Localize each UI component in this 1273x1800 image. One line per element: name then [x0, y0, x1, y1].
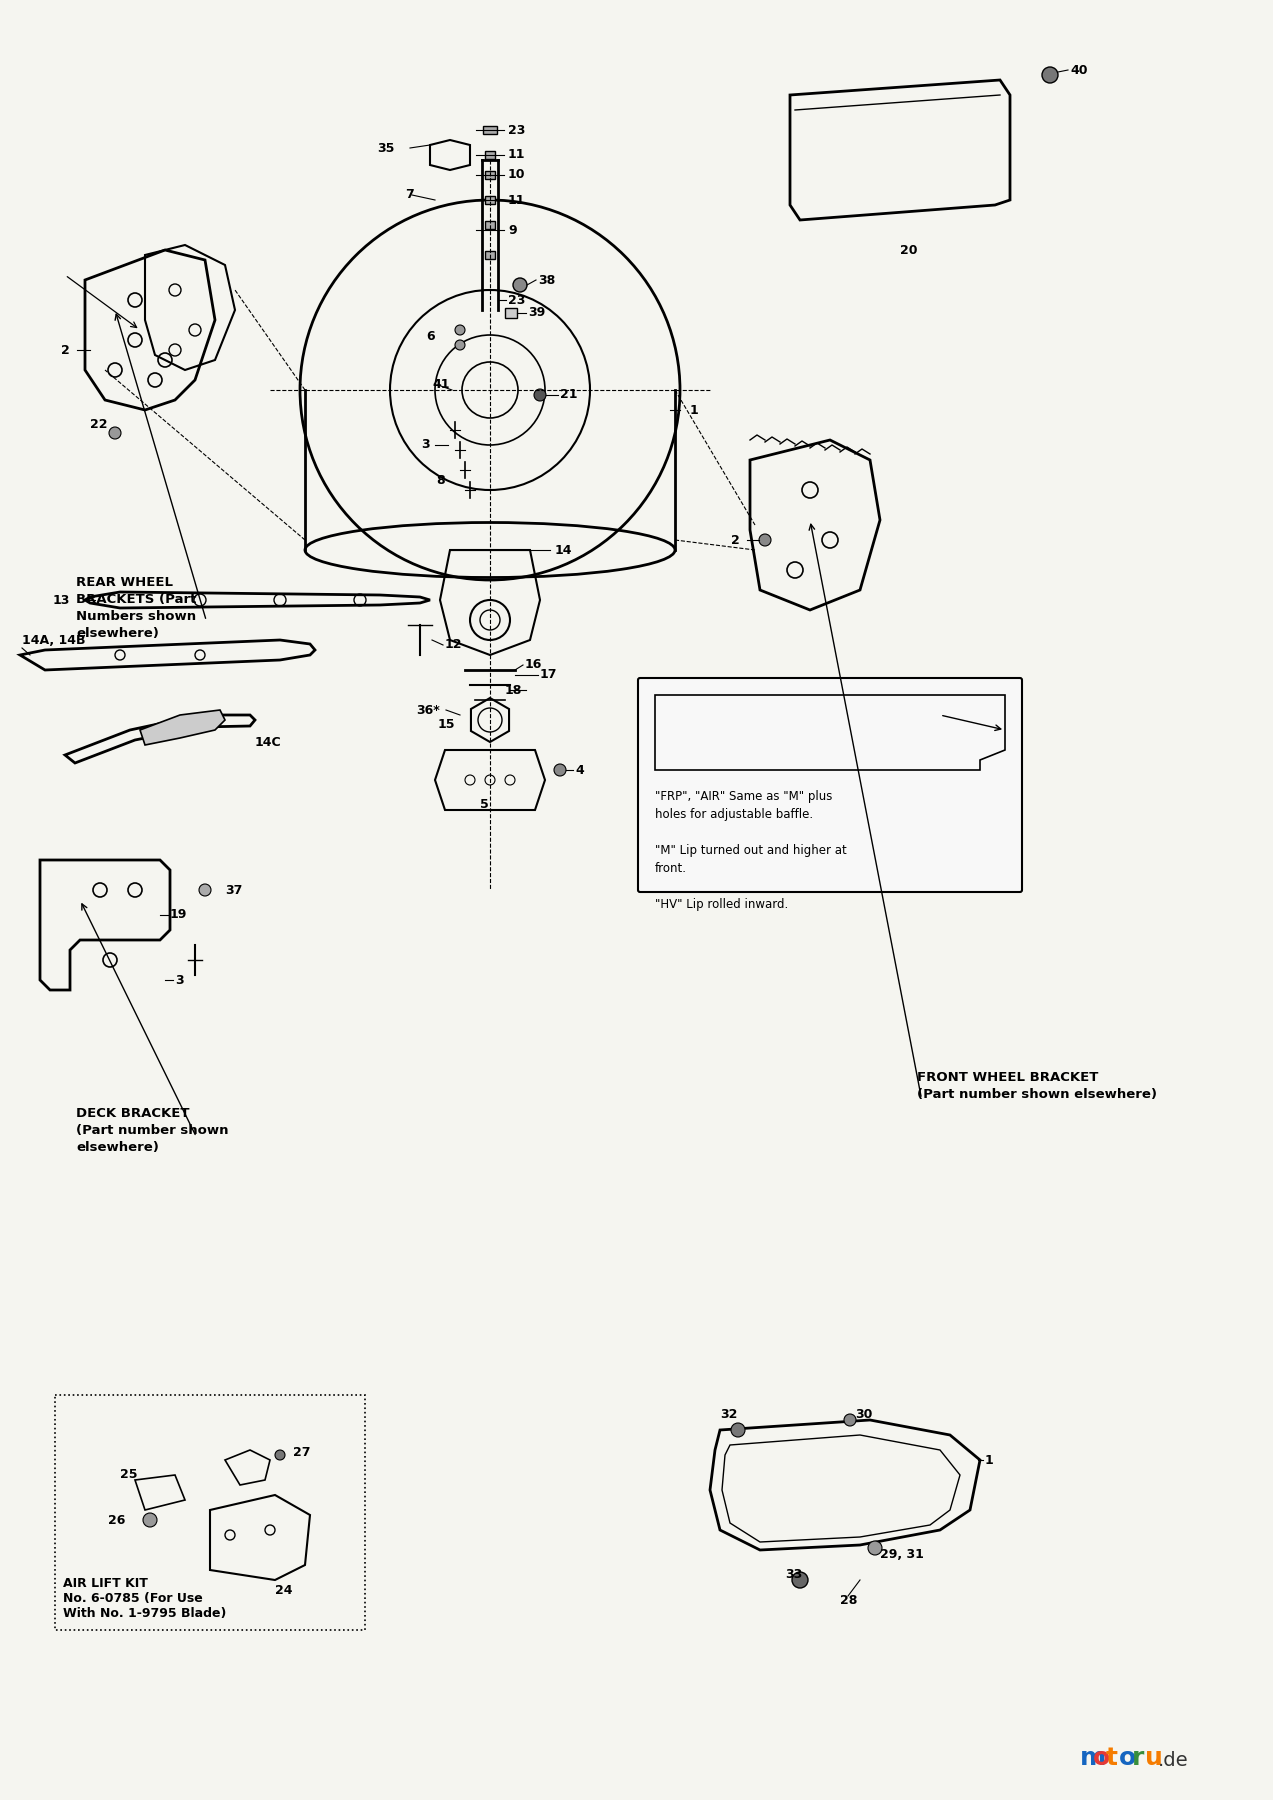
Text: 10: 10	[508, 169, 526, 182]
Text: 6: 6	[426, 331, 435, 344]
Text: 14C: 14C	[255, 736, 281, 749]
Bar	[485, 171, 495, 178]
Text: 15: 15	[438, 718, 454, 731]
Text: 13: 13	[52, 594, 70, 607]
Text: 3: 3	[421, 439, 430, 452]
Text: "M" Lip turned out and higher at: "M" Lip turned out and higher at	[656, 844, 847, 857]
Circle shape	[143, 1514, 157, 1526]
Text: 21: 21	[560, 389, 578, 401]
Text: r: r	[1132, 1746, 1144, 1769]
Text: 11: 11	[508, 194, 526, 207]
Text: 39: 39	[528, 306, 545, 320]
Bar	[485, 221, 495, 229]
Text: front.: front.	[656, 862, 687, 875]
Text: u: u	[1144, 1746, 1162, 1769]
Text: 37: 37	[225, 884, 242, 896]
Circle shape	[844, 1415, 855, 1426]
Text: 32: 32	[721, 1408, 737, 1422]
Circle shape	[533, 389, 546, 401]
Text: 1: 1	[690, 403, 699, 416]
Text: "FRP", "AIR" Same as "M" plus: "FRP", "AIR" Same as "M" plus	[656, 790, 833, 803]
Text: 19: 19	[171, 909, 187, 922]
Circle shape	[199, 884, 211, 896]
Bar	[485, 151, 495, 158]
Bar	[482, 126, 496, 133]
Text: 16: 16	[524, 659, 542, 671]
Text: 14: 14	[555, 544, 573, 556]
FancyBboxPatch shape	[638, 679, 1022, 893]
Text: 33: 33	[785, 1568, 802, 1582]
Text: o: o	[1119, 1746, 1137, 1769]
Text: 2: 2	[731, 533, 740, 547]
Text: 9: 9	[508, 223, 517, 236]
Text: REAR WHEEL
BRACKETS (Part
Numbers shown
elsewhere): REAR WHEEL BRACKETS (Part Numbers shown …	[76, 576, 197, 641]
Text: 26: 26	[108, 1514, 125, 1526]
Text: 5: 5	[480, 799, 489, 812]
Circle shape	[868, 1541, 882, 1555]
Circle shape	[792, 1571, 808, 1588]
Circle shape	[759, 535, 771, 545]
Text: 23: 23	[508, 124, 526, 137]
Circle shape	[513, 277, 527, 292]
Text: 27: 27	[293, 1447, 311, 1460]
Text: 30: 30	[855, 1408, 872, 1422]
Circle shape	[731, 1424, 745, 1436]
Text: 1: 1	[985, 1454, 994, 1467]
Text: 18: 18	[505, 684, 522, 697]
Text: 12: 12	[446, 639, 462, 652]
Text: 8: 8	[437, 473, 446, 486]
Text: 7: 7	[405, 189, 414, 202]
Text: 3: 3	[174, 974, 183, 986]
Text: 11: 11	[508, 149, 526, 162]
Text: 38: 38	[538, 274, 555, 286]
Text: 28: 28	[840, 1593, 858, 1606]
Text: 36*: 36*	[416, 704, 440, 716]
Circle shape	[275, 1451, 285, 1460]
Text: .de: .de	[1158, 1751, 1189, 1769]
Text: FRONT WHEEL BRACKET
(Part number shown elsewhere): FRONT WHEEL BRACKET (Part number shown e…	[917, 1071, 1157, 1102]
Text: t: t	[1106, 1746, 1118, 1769]
Text: 40: 40	[1071, 63, 1087, 76]
Text: o: o	[1094, 1746, 1110, 1769]
Bar	[485, 250, 495, 259]
Text: 14A, 14B: 14A, 14B	[22, 634, 85, 646]
Polygon shape	[140, 709, 225, 745]
Bar	[55, 1395, 365, 1631]
Text: 17: 17	[540, 668, 558, 682]
Text: 20: 20	[900, 243, 918, 256]
Text: 25: 25	[120, 1469, 137, 1481]
Text: m: m	[1080, 1746, 1106, 1769]
Text: 35: 35	[378, 142, 395, 155]
Circle shape	[454, 326, 465, 335]
Circle shape	[109, 427, 121, 439]
Text: holes for adjustable baffle.: holes for adjustable baffle.	[656, 808, 813, 821]
Text: 41: 41	[432, 378, 449, 392]
Text: 29, 31: 29, 31	[880, 1548, 924, 1561]
Text: AIR LIFT KIT
No. 6-0785 (For Use
With No. 1-9795 Blade): AIR LIFT KIT No. 6-0785 (For Use With No…	[62, 1577, 227, 1620]
Circle shape	[1043, 67, 1058, 83]
Circle shape	[554, 763, 566, 776]
Text: 22: 22	[90, 419, 107, 432]
Text: 4: 4	[575, 763, 584, 776]
Bar	[485, 196, 495, 203]
Text: 2: 2	[61, 344, 70, 356]
Bar	[505, 308, 517, 319]
Text: 24: 24	[275, 1584, 293, 1597]
Text: "HV" Lip rolled inward.: "HV" Lip rolled inward.	[656, 898, 788, 911]
Circle shape	[454, 340, 465, 349]
Text: DECK BRACKET
(Part number shown
elsewhere): DECK BRACKET (Part number shown elsewher…	[76, 1107, 229, 1154]
Text: 23: 23	[508, 293, 526, 306]
